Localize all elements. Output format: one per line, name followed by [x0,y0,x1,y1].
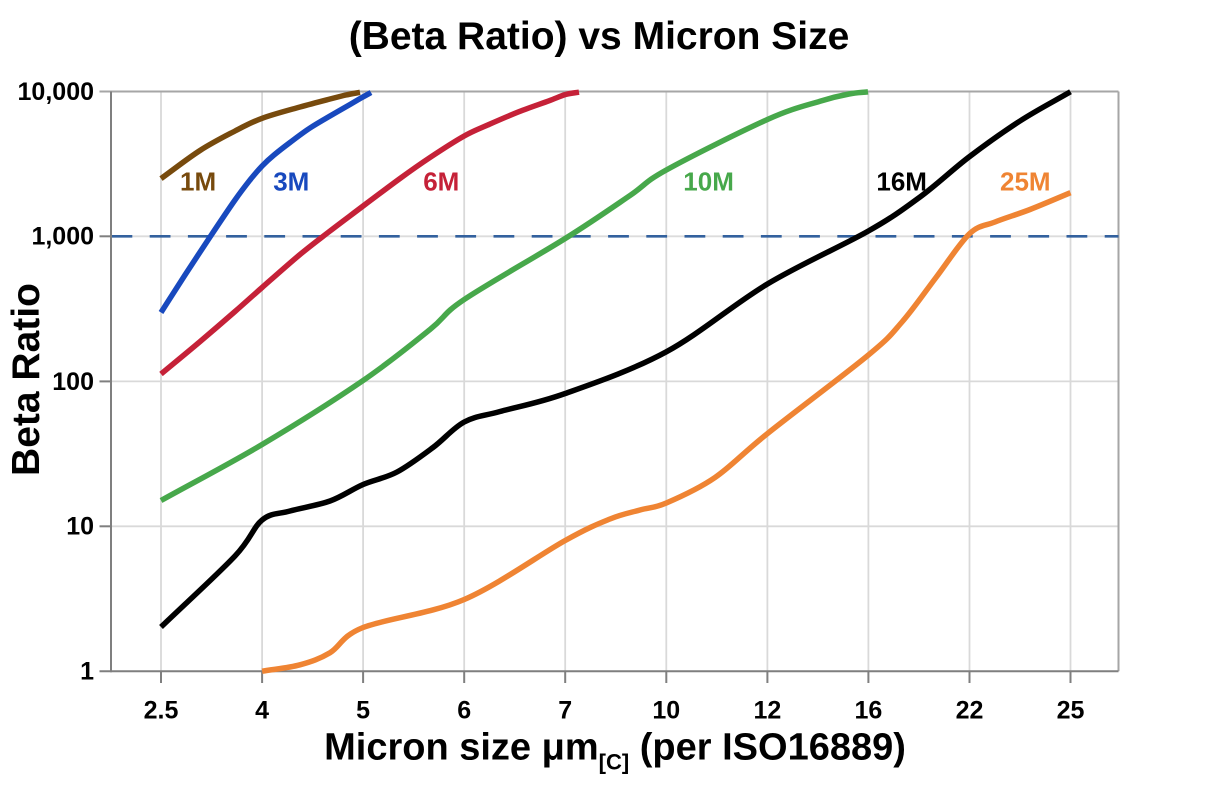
svg-text:1,000: 1,000 [31,223,94,251]
svg-text:Beta Ratio: Beta Ratio [5,283,48,476]
svg-text:2.5: 2.5 [144,696,179,724]
svg-text:100: 100 [52,368,94,396]
svg-text:12: 12 [753,696,781,724]
svg-text:7: 7 [558,696,572,724]
svg-text:22: 22 [956,696,984,724]
svg-text:1M: 1M [180,166,216,196]
svg-text:(Beta Ratio) vs Micron Size: (Beta Ratio) vs Micron Size [349,15,850,58]
svg-text:5: 5 [356,696,370,724]
svg-text:10: 10 [66,513,94,541]
svg-text:16M: 16M [876,166,927,196]
svg-text:Micron size μm[C] (per ISO1688: Micron size μm[C] (per ISO16889) [324,727,906,775]
svg-text:3M: 3M [273,166,309,196]
svg-text:25: 25 [1057,696,1085,724]
svg-text:4: 4 [255,696,269,724]
svg-text:25M: 25M [1000,166,1051,196]
svg-text:10: 10 [652,696,680,724]
svg-text:10,000: 10,000 [18,78,94,106]
svg-text:1: 1 [80,658,94,686]
svg-text:10M: 10M [683,166,734,196]
svg-text:16: 16 [854,696,882,724]
svg-text:6M: 6M [423,166,459,196]
svg-text:6: 6 [457,696,471,724]
